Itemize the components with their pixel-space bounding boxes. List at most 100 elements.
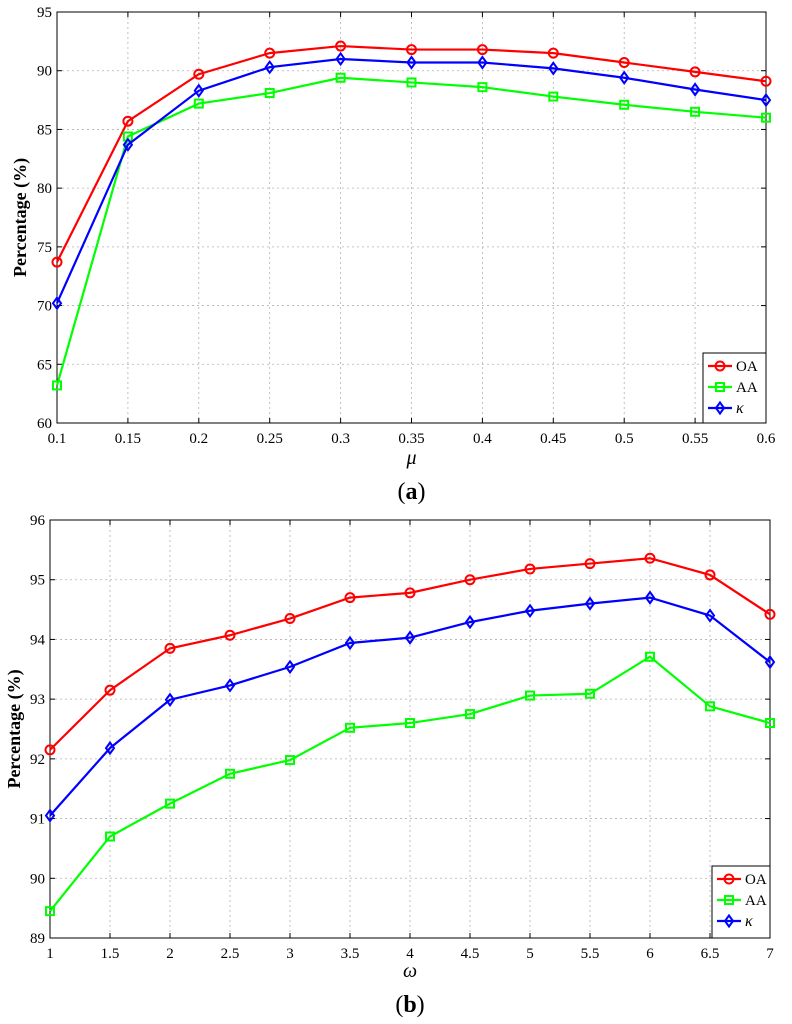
chart-b-legend-item: OA [717, 872, 767, 888]
chart-a-series-kappa-point [477, 55, 488, 70]
chart-b-series-aa [45, 651, 775, 917]
chart-a-series-aa-point [619, 99, 630, 110]
chart-a-series-kappa-point [760, 92, 772, 108]
chart-a-legend-label: AA [736, 380, 758, 396]
chart-a-series-oa-point [51, 256, 63, 268]
chart-a-x-tick-label: 0.15 [115, 431, 141, 447]
chart-a-legend: OA AA κ [702, 352, 767, 424]
chart-b-series-aa-point [645, 651, 655, 662]
chart-a-series-oa-point [476, 44, 488, 56]
chart-b-series-kappa-point [644, 590, 656, 605]
chart-a-series-kappa-point [406, 55, 417, 70]
chart-b-x-tick-label: 1.5 [101, 946, 120, 962]
chart-a-legend-item: AA [708, 380, 758, 396]
chart-b-series-kappa-point [284, 659, 296, 675]
chart-b-legend-label: OA [745, 872, 767, 888]
chart-a-series-aa-point [690, 106, 701, 117]
chart-b-x-tick-label: 4.5 [461, 946, 480, 962]
chart-b-legend-marker [723, 913, 735, 929]
chart-a-series-kappa [51, 51, 772, 311]
chart-b-legend-item: AA [717, 893, 767, 909]
chart-a-series-aa-point [335, 72, 346, 83]
chart-b-series-kappa-point [344, 635, 356, 651]
chart-b-series-kappa-point [524, 603, 536, 618]
chart-b-x-tick-label: 7 [766, 946, 774, 962]
chart-b-x-tick-label: 2 [166, 946, 174, 962]
chart-a: 0.1 0.15 0.2 0.25 0.3 0.35 0.4 0.45 0.5 0.55 0.6 60… [10, 5, 776, 505]
chart-b-series-kappa-point [584, 596, 596, 611]
chart-b-series-oa-point [224, 629, 236, 641]
chart-a-x-tick-label: 0.2 [189, 431, 208, 447]
chart-a-series-kappa-line [55, 57, 767, 304]
chart-a-legend-label: OA [736, 359, 758, 375]
chart-b-legend-label: κ [745, 913, 753, 930]
chart-b-series-oa-point [704, 569, 716, 581]
chart-a-legend-marker [714, 400, 726, 416]
chart-a-series-kappa-point [548, 61, 559, 76]
chart-a-series-aa-line [55, 76, 767, 386]
chart-a-y-tick-label: 60 [37, 416, 52, 432]
chart-b-series-oa-point [284, 613, 296, 625]
chart-a-series-kappa-point [122, 137, 134, 152]
chart-a-y-tick-label: 90 [37, 64, 52, 80]
chart-b-series-kappa-point [164, 692, 176, 707]
chart-a-series-kappa-point [51, 296, 63, 311]
chart-a-y-tick-label: 85 [37, 122, 52, 138]
chart-a-x-tick-label: 0.45 [540, 431, 566, 447]
chart-b-x-tick-label: 4 [406, 946, 414, 962]
chart-a-series-oa-point [547, 47, 559, 59]
chart-b-x-tick-label: 6 [646, 946, 654, 962]
chart-a-x-tick-label: 0.4 [473, 431, 492, 447]
chart-b-y-tick-label: 95 [30, 573, 45, 589]
chart-a-series-oa-line [56, 44, 767, 263]
chart-a-y-tick-label: 75 [37, 240, 52, 256]
chart-a-series-oa-point [193, 68, 205, 80]
chart-a-series-oa-point [689, 66, 701, 78]
chart-b: 1 1.5 2 2.5 3 3.5 4 4.5 5 5.5 6 6.5 7 89 90 91 92 93 94 95 9… [4, 513, 776, 1018]
chart-a-series-oa-point [406, 44, 417, 56]
chart-a-series-aa-point [548, 91, 559, 102]
chart-a-x-tick-label: 0.25 [257, 431, 283, 447]
chart-b-series-aa-point [765, 718, 775, 729]
chart-b-series-aa-line [49, 655, 771, 912]
chart-a-series-aa-point [52, 380, 62, 391]
chart-b-series-aa-point [345, 722, 355, 733]
chart-b-series-oa-point [104, 684, 116, 696]
chart-b-grid [50, 520, 770, 938]
chart-b-y-tick-label: 91 [30, 812, 45, 828]
chart-a-legend-label: κ [736, 400, 744, 417]
chart-b-series-aa-point [705, 701, 715, 712]
chart-a-y-axis-label: Percentage (%) [10, 158, 31, 277]
chart-b-y-axis-label: Percentage (%) [4, 669, 25, 788]
chart-a-x-tick-label: 0.55 [682, 431, 708, 447]
chart-b-y-tick-label: 96 [30, 513, 46, 529]
chart-a-series-aa-point [193, 98, 204, 109]
chart-a-series-oa-point [122, 115, 134, 127]
chart-a-series-aa-point [406, 77, 417, 88]
chart-b-series-oa-point [584, 558, 596, 570]
chart-a-legend-marker [714, 360, 726, 372]
chart-b-series-kappa [44, 590, 776, 823]
chart-a-x-tick-label: 0.6 [757, 431, 776, 447]
chart-a-y-tick-label: 70 [37, 299, 52, 315]
chart-b-x-tick-label: 5 [526, 946, 534, 962]
chart-a-series-aa-point [761, 112, 771, 123]
chart-a-x-axis-label: μ [405, 447, 416, 469]
chart-b-series-oa-point [164, 642, 176, 654]
chart-b-legend-marker [724, 895, 734, 905]
chart-b-x-tick-label: 5.5 [581, 946, 600, 962]
chart-b-series-kappa-point [404, 630, 416, 645]
chart-b-series-aa-point [405, 718, 415, 729]
chart-a-series-aa-point [264, 88, 275, 99]
chart-a-x-tick-label: 0.1 [48, 431, 67, 447]
chart-b-series-aa-point [165, 798, 175, 809]
chart-b-series-aa-point [105, 831, 115, 842]
chart-a-grid [57, 12, 766, 423]
chart-b-y-tick-label: 94 [30, 632, 46, 648]
chart-b-series-kappa-point [44, 808, 56, 823]
chart-a-caption: (a) [398, 479, 426, 505]
chart-a-series-oa-point [618, 56, 630, 68]
chart-b-y-tick-label: 93 [30, 692, 45, 708]
chart-b-series-aa-point [285, 755, 295, 766]
